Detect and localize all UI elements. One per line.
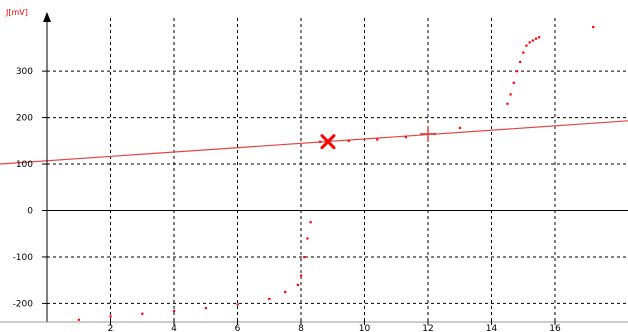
axes (0, 12, 628, 325)
x-tick-label: 14 (486, 324, 498, 332)
x-tick-label: 4 (171, 324, 177, 332)
data-point (284, 290, 287, 293)
x-tick-label: 12 (422, 324, 433, 332)
data-point (309, 221, 312, 224)
data-point (519, 60, 522, 64)
x-tick-label: 6 (235, 324, 241, 332)
data-point (236, 303, 239, 306)
data-point (525, 44, 528, 47)
data-point (592, 25, 595, 29)
tick-labels: 300 200 100 0 -100 -200 2 4 6 8 10 12 14 16 (13, 67, 561, 332)
data-point (77, 318, 80, 321)
data-point (296, 283, 300, 287)
data-point (531, 39, 534, 42)
data-point (404, 136, 407, 139)
data-point (538, 36, 541, 39)
y-tick-label: 0 (27, 206, 33, 216)
y-tick-label: -200 (13, 299, 34, 309)
data-point (299, 274, 303, 277)
y-tick-label: -100 (13, 253, 34, 263)
x-tick-label: 2 (108, 324, 114, 332)
data-point (172, 309, 176, 313)
data-point (303, 255, 306, 259)
data-point (141, 312, 144, 315)
y-axis-label: J[mV] (5, 8, 28, 17)
fit-line (0, 120, 628, 165)
x-tick-label: 16 (549, 324, 561, 332)
data-point (512, 81, 515, 84)
data-point (528, 41, 531, 44)
data-point (347, 139, 350, 142)
x-marker (320, 134, 336, 150)
x-tick-label: 10 (359, 324, 371, 332)
data-point (458, 126, 461, 129)
y-axis-arrow (43, 12, 51, 22)
data-point (109, 315, 112, 318)
y-tick-label: 300 (16, 67, 33, 77)
data-point (306, 237, 309, 240)
data-point (515, 70, 519, 73)
data-points (77, 25, 595, 321)
data-point (522, 51, 525, 54)
data-point (534, 37, 538, 40)
y-tick-label: 100 (16, 160, 33, 170)
data-point (376, 138, 379, 141)
y-tick-label: 200 (16, 114, 33, 124)
data-point (268, 297, 271, 300)
fit-line-group (0, 120, 628, 165)
data-point (509, 93, 512, 96)
data-point (506, 102, 509, 105)
x-tick-label: 8 (298, 324, 304, 332)
grid-lines (47, 18, 628, 322)
markers (320, 125, 436, 150)
plus-marker (419, 125, 436, 142)
data-point (319, 140, 322, 143)
data-point (204, 307, 207, 310)
